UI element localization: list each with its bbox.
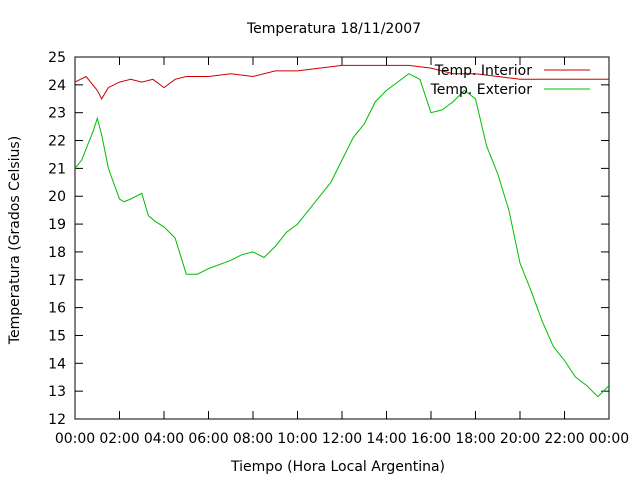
series-line-exterior bbox=[74, 73, 610, 398]
legend-label: Temp. Interior bbox=[434, 63, 533, 79]
legend: Temp. Interior Temp. Exterior bbox=[430, 63, 590, 98]
plot-frame bbox=[74, 56, 610, 420]
x-tick-label: 16:00 bbox=[411, 431, 451, 447]
y-tick-label: 14 bbox=[48, 356, 66, 372]
y-tick-label: 13 bbox=[48, 384, 66, 400]
x-tick-label: 18:00 bbox=[455, 431, 495, 447]
series-line-interior bbox=[74, 64, 609, 100]
y-tick-label: 19 bbox=[48, 217, 66, 233]
y-tick-label: 25 bbox=[48, 50, 66, 66]
x-tick-label: 12:00 bbox=[322, 431, 362, 447]
y-tick-label: 22 bbox=[48, 134, 66, 150]
series-layer bbox=[74, 64, 610, 398]
x-tick-label: 00:00 bbox=[55, 431, 95, 447]
y-tick-label: 15 bbox=[48, 328, 66, 344]
y-tick-label: 20 bbox=[48, 189, 66, 205]
x-tick-label: 00:00 bbox=[589, 431, 629, 447]
y-tick-label: 17 bbox=[48, 273, 66, 289]
x-tick-label: 10:00 bbox=[277, 431, 317, 447]
x-tick-label: 08:00 bbox=[233, 431, 273, 447]
x-tick-label: 02:00 bbox=[99, 431, 139, 447]
x-tick-label: 04:00 bbox=[144, 431, 184, 447]
x-tick-label: 06:00 bbox=[188, 431, 228, 447]
y-axis-label: Temperatura (Grados Celsius) bbox=[7, 136, 23, 345]
x-tick-label: 20:00 bbox=[500, 431, 540, 447]
y-tick-label: 16 bbox=[48, 301, 66, 317]
y-tick-label: 12 bbox=[48, 412, 66, 428]
y-tick-label: 24 bbox=[48, 78, 66, 94]
y-tick-label: 21 bbox=[48, 161, 66, 177]
chart-title: Temperatura 18/11/2007 bbox=[246, 21, 421, 37]
y-tick-label: 18 bbox=[48, 245, 66, 261]
x-tick-label: 14:00 bbox=[366, 431, 406, 447]
y-tick-label: 23 bbox=[48, 106, 66, 122]
x-axis-label: Tiempo (Hora Local Argentina) bbox=[230, 459, 445, 475]
x-tick-label: 22:00 bbox=[544, 431, 584, 447]
legend-label: Temp. Exterior bbox=[430, 82, 533, 98]
